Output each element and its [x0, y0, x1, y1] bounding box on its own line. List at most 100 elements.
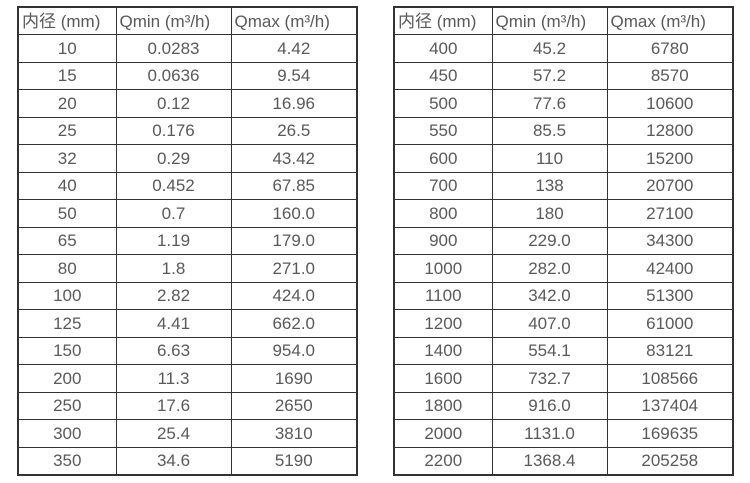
cell-qmax: 26.5 [230, 116, 358, 145]
cell-qmin: 110 [491, 144, 608, 173]
cell-qmin: 2.82 [115, 281, 232, 310]
header-row: 内径 (mm) Qmin (m³/h) Qmax (m³/h) [393, 6, 734, 35]
cell-qmin: 11.3 [115, 364, 232, 393]
cell-qmax: 6780 [606, 34, 734, 63]
table-row: 32 0.29 43.42 [17, 144, 358, 173]
table-row: 700 138 20700 [393, 171, 734, 200]
cell-qmax: 15200 [606, 144, 734, 173]
header-inner-diameter: 内径 (mm) [393, 6, 493, 35]
cell-qmin: 407.0 [491, 309, 608, 338]
cell-inner-diameter: 1000 [393, 254, 493, 283]
cell-qmin: 0.176 [115, 116, 232, 145]
cell-qmax: 169635 [606, 419, 734, 448]
cell-qmax: 954.0 [230, 336, 358, 365]
table-row: 1200 407.0 61000 [393, 309, 734, 338]
cell-qmin: 34.6 [115, 446, 232, 475]
cell-inner-diameter: 1800 [393, 391, 493, 420]
header-inner-diameter: 内径 (mm) [17, 6, 117, 35]
cell-inner-diameter: 50 [17, 199, 117, 228]
table-row: 200 11.3 1690 [17, 364, 358, 393]
cell-qmin: 0.0636 [115, 61, 232, 90]
cell-inner-diameter: 250 [17, 391, 117, 420]
cell-qmin: 0.29 [115, 144, 232, 173]
cell-qmin: 6.63 [115, 336, 232, 365]
cell-inner-diameter: 125 [17, 309, 117, 338]
cell-qmin: 0.7 [115, 199, 232, 228]
table-row: 40 0.452 67.85 [17, 171, 358, 200]
table-row: 150 6.63 954.0 [17, 336, 358, 365]
cell-inner-diameter: 2000 [393, 419, 493, 448]
header-qmin: Qmin (m³/h) [491, 6, 608, 35]
cell-qmax: 9.54 [230, 61, 358, 90]
cell-qmin: 138 [491, 171, 608, 200]
table-row: 900 229.0 34300 [393, 226, 734, 255]
table-row: 100 2.82 424.0 [17, 281, 358, 310]
cell-qmax: 5190 [230, 446, 358, 475]
cell-qmax: 424.0 [230, 281, 358, 310]
table-row: 600 110 15200 [393, 144, 734, 173]
cell-qmin: 282.0 [491, 254, 608, 283]
cell-qmax: 3810 [230, 419, 358, 448]
cell-qmin: 0.0283 [115, 34, 232, 63]
cell-qmin: 57.2 [491, 61, 608, 90]
flow-table-small-diameters: 内径 (mm) Qmin (m³/h) Qmax (m³/h) 10 0.0283… [17, 6, 358, 476]
table-row: 500 77.6 10600 [393, 89, 734, 118]
cell-inner-diameter: 350 [17, 446, 117, 475]
cell-qmax: 662.0 [230, 309, 358, 338]
cell-qmin: 0.452 [115, 171, 232, 200]
table-row: 2200 1368.4 205258 [393, 446, 734, 475]
cell-qmin: 25.4 [115, 419, 232, 448]
table-row: 550 85.5 12800 [393, 116, 734, 145]
cell-inner-diameter: 10 [17, 34, 117, 63]
table-row: 80 1.8 271.0 [17, 254, 358, 283]
cell-inner-diameter: 80 [17, 254, 117, 283]
cell-qmin: 77.6 [491, 89, 608, 118]
header-qmax: Qmax (m³/h) [606, 6, 734, 35]
cell-qmax: 34300 [606, 226, 734, 255]
cell-qmax: 51300 [606, 281, 734, 310]
header-row: 内径 (mm) Qmin (m³/h) Qmax (m³/h) [17, 6, 358, 35]
cell-qmin: 342.0 [491, 281, 608, 310]
cell-inner-diameter: 15 [17, 61, 117, 90]
table-row: 450 57.2 8570 [393, 61, 734, 90]
table-row: 20 0.12 16.96 [17, 89, 358, 118]
table-row: 10 0.0283 4.42 [17, 34, 358, 63]
cell-qmax: 8570 [606, 61, 734, 90]
cell-qmax: 1690 [230, 364, 358, 393]
cell-inner-diameter: 20 [17, 89, 117, 118]
table-row: 350 34.6 5190 [17, 446, 358, 475]
table-row: 1600 732.7 108566 [393, 364, 734, 393]
cell-inner-diameter: 800 [393, 199, 493, 228]
table-row: 65 1.19 179.0 [17, 226, 358, 255]
cell-qmax: 10600 [606, 89, 734, 118]
cell-qmax: 43.42 [230, 144, 358, 173]
cell-qmin: 732.7 [491, 364, 608, 393]
cell-qmax: 27100 [606, 199, 734, 228]
cell-qmin: 1.8 [115, 254, 232, 283]
table-row: 300 25.4 3810 [17, 419, 358, 448]
cell-qmax: 205258 [606, 446, 734, 475]
cell-qmin: 1.19 [115, 226, 232, 255]
table-row: 800 180 27100 [393, 199, 734, 228]
table-row: 125 4.41 662.0 [17, 309, 358, 338]
table-body: 400 45.2 6780 450 57.2 8570 500 77.6 10600 550 85.… [393, 34, 734, 475]
table-row: 1100 342.0 51300 [393, 281, 734, 310]
cell-qmin: 554.1 [491, 336, 608, 365]
table-row: 2000 1131.0 169635 [393, 419, 734, 448]
cell-qmax: 2650 [230, 391, 358, 420]
cell-inner-diameter: 400 [393, 34, 493, 63]
header-qmax: Qmax (m³/h) [230, 6, 358, 35]
cell-qmax: 160.0 [230, 199, 358, 228]
flow-table-large-diameters: 内径 (mm) Qmin (m³/h) Qmax (m³/h) 400 45.2 6… [393, 6, 734, 476]
cell-inner-diameter: 500 [393, 89, 493, 118]
cell-qmin: 1131.0 [491, 419, 608, 448]
cell-qmax: 83121 [606, 336, 734, 365]
cell-inner-diameter: 25 [17, 116, 117, 145]
cell-qmax: 137404 [606, 391, 734, 420]
cell-qmin: 4.41 [115, 309, 232, 338]
table-body: 10 0.0283 4.42 15 0.0636 9.54 20 0.12 16.96 25 0.1… [17, 34, 358, 475]
table-row: 15 0.0636 9.54 [17, 61, 358, 90]
cell-inner-diameter: 2200 [393, 446, 493, 475]
cell-inner-diameter: 1200 [393, 309, 493, 338]
